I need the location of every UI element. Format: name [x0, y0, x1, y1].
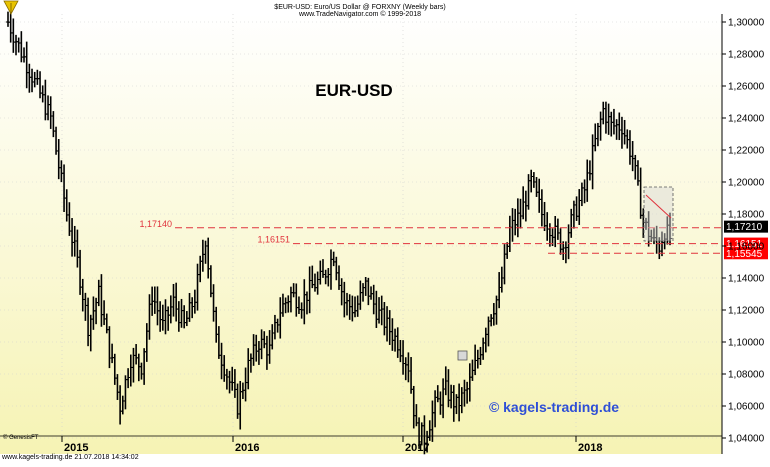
y-tick-label: 1,30000 [728, 18, 765, 29]
price-tag [724, 247, 768, 260]
y-tick-label: 1,26000 [728, 82, 765, 93]
y-tick-label: 1,10000 [728, 338, 765, 349]
x-tick-label: 2015 [64, 442, 88, 454]
y-tick-label: 1,28000 [728, 50, 765, 61]
x-tick-label: 2016 [235, 442, 259, 454]
price-tag-label: 1,15545 [726, 249, 763, 260]
annotation-label: 1,17140 [139, 219, 172, 229]
y-tick-label: 1,24000 [728, 114, 765, 125]
watermark: © kagels-trading.de [489, 399, 619, 415]
price-tag [724, 220, 768, 233]
price-tag-label: 1,16151 [726, 239, 763, 250]
y-tick-label: 1,18000 [728, 210, 765, 221]
x-axis: 2015 2016 2017 2018 [0, 435, 722, 454]
chart-title: EUR-USD [315, 81, 392, 100]
price-tag-label: 1,17210 [726, 222, 763, 233]
y-tick-label: 1,12000 [728, 306, 765, 317]
y-tick-label: 1,08000 [728, 370, 765, 381]
plot-background [0, 14, 722, 454]
y-tick-label: 1,16000 [728, 242, 765, 253]
x-tick-label: 2017 [405, 442, 429, 454]
ohlc-bars [5, 11, 673, 455]
ohlc-bar [667, 212, 673, 246]
y-tick-label: 1,20000 [728, 178, 765, 189]
y-tick-label: 1,06000 [728, 402, 765, 413]
y-axis: 1,04000 1,06000 1,08000 1,10000 1,12000 1,140… [721, 14, 765, 454]
chart-header-copyright: www.TradeNavigator.com © 1999-2018 [298, 10, 421, 18]
y-tick-label: 1,14000 [728, 274, 765, 285]
genesis-credit: © GenesisFT [3, 434, 39, 441]
marker-square [457, 350, 468, 361]
highlight-box [643, 186, 674, 242]
footer-text: www.kagels-trading.de 21.07.2018 14:34:0… [1, 454, 139, 461]
chart-header-title: $EUR-USD: Euro/US Dollar @ FORXNY (Weekl… [274, 4, 445, 11]
price-tag [724, 237, 768, 250]
x-tick-label: 2018 [578, 442, 602, 454]
grid [0, 14, 722, 439]
y-tick-label: 1,04000 [728, 434, 765, 445]
y-tick-label: 1,22000 [728, 146, 765, 157]
annotation-label: 1,16151 [257, 235, 290, 245]
logo-icon [3, 0, 19, 15]
